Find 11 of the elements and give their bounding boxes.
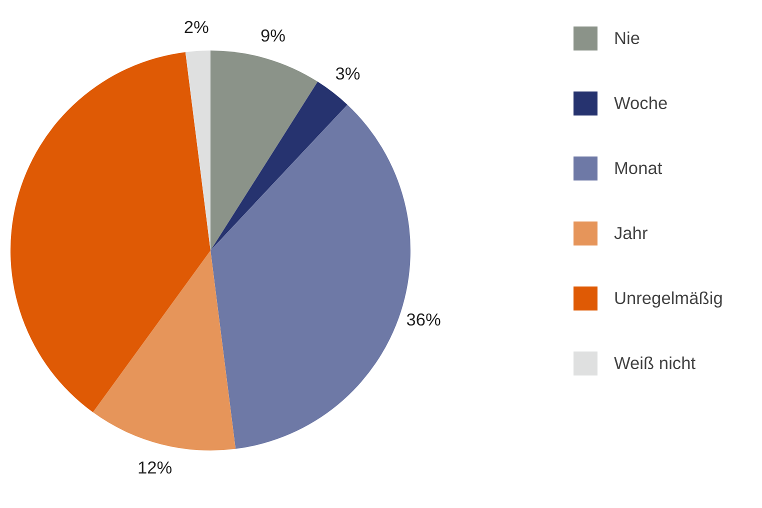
data-label: 2%: [184, 16, 209, 37]
legend-label: Woche: [614, 92, 668, 114]
legend-label: Nie: [614, 28, 640, 48]
legend-label: Monat: [614, 158, 662, 178]
legend-label: Jahr: [614, 222, 648, 244]
data-label: 9%: [260, 25, 286, 46]
data-label: 36%: [406, 310, 441, 330]
data-label: 12%: [137, 457, 172, 478]
legend-label: Weiß nicht: [614, 352, 696, 374]
legend-label: Unregelmäßig: [614, 288, 723, 308]
data-label: 3%: [335, 64, 360, 84]
